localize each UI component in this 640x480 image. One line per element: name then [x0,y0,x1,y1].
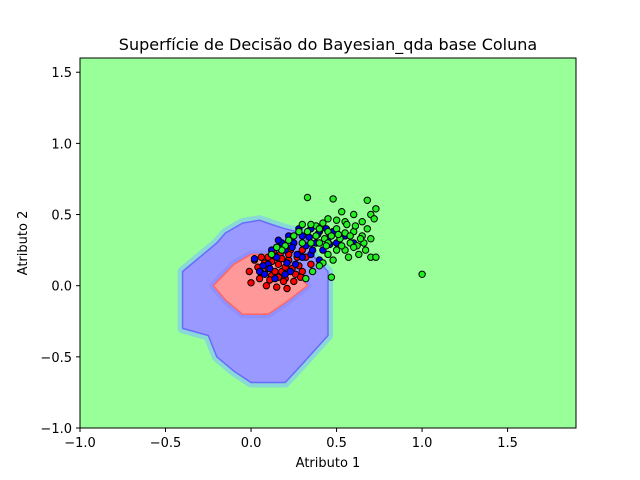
x-tick-label: 0.5 [326,436,347,451]
y-axis-label: Atributo 2 [16,211,31,276]
scatter-point [250,255,259,263]
x-tick-label: 1.0 [412,436,433,451]
scatter-point [298,220,306,229]
chart-title: Superfície de Decisão do Bayesian_qda ba… [119,35,537,55]
scatter-point [315,262,324,270]
scatter-point [262,282,271,290]
scatter-point [329,256,337,264]
y-tick-label: 1.0 [51,137,72,152]
scatter-point [334,230,342,239]
x-axis-ticks: −1.0 −0.5 0.0 0.5 1.0 1.5 [64,428,518,451]
scatter-point [273,243,281,252]
scatter-point [273,283,281,291]
scatter-point [293,250,301,259]
scatter-point [247,279,255,287]
x-tick-label: 1.5 [497,436,518,451]
scatter-point [279,277,288,286]
scatter-point [329,195,337,203]
x-tick-label: −1.0 [64,436,96,451]
scatter-point [332,216,341,224]
scatter-point [290,232,298,240]
scatter-point [312,232,320,240]
scatter-point [324,250,332,259]
scatter-point [308,267,317,276]
scatter-point [315,239,324,247]
scatter-point [338,242,346,250]
scatter-point [355,250,363,259]
x-tick-label: 0.0 [241,436,262,451]
y-axis-ticks: −1.0 −0.5 0.0 0.5 1.0 1.5 [40,66,80,437]
scatter-point [367,235,375,243]
scatter-point [307,220,315,229]
scatter-point [307,260,315,268]
plot-area [80,58,576,428]
scatter-point [322,242,330,250]
scatter-point [288,243,296,252]
scatter-point [418,270,426,278]
scatter-point [303,193,312,202]
y-tick-label: 0.5 [51,209,72,224]
scatter-point [290,277,298,286]
scatter-point [370,215,378,223]
scatter-point [274,260,283,268]
x-axis-label: Atributo 1 [296,456,361,471]
scatter-point [261,270,269,278]
scatter-point [358,218,366,226]
scatter-point [315,225,324,233]
scatter-point [346,232,354,240]
scatter-point [285,236,293,244]
scatter-point [245,267,254,276]
x-tick-label: −0.5 [150,436,182,451]
scatter-point [255,274,264,283]
plot-frame [79,57,577,429]
scatter-point [361,246,370,254]
scatter-point [332,246,341,254]
scatter-point [372,205,380,213]
scatter-point [363,196,371,205]
scatter-point [363,225,371,233]
scatter-point [319,219,327,227]
scatter-point [283,284,291,293]
scatter-point [298,239,306,247]
scatter-point [356,235,365,243]
scatter-point [266,264,274,273]
scatter-point [274,236,283,244]
scatter-point [291,260,300,268]
scatter-points [245,193,426,293]
scatter-point [257,253,265,261]
y-tick-label: 1.5 [51,66,72,81]
scatter-point [283,259,291,267]
scatter-point [343,220,351,229]
scatter-point [308,246,317,254]
scatter-point [267,250,276,259]
scatter-point [344,253,353,261]
scatter-point [307,239,315,247]
scatter-point [350,210,358,219]
scatter-point [350,243,358,252]
scatter-point [338,208,346,216]
scatter-point [302,274,310,283]
scatter-point [286,267,295,276]
scatter-point [351,222,360,230]
scatter-point [324,215,332,223]
scatter-point [372,253,380,261]
y-tick-label: −0.5 [40,351,72,366]
scatter-point [259,262,267,270]
scatter-point [327,232,336,240]
y-tick-label: 0.0 [51,280,72,295]
y-tick-label: −1.0 [40,422,72,437]
scatter-point [295,227,303,236]
scatter-point [271,274,279,283]
scatter-point [303,227,312,236]
scatter-point [327,273,336,281]
